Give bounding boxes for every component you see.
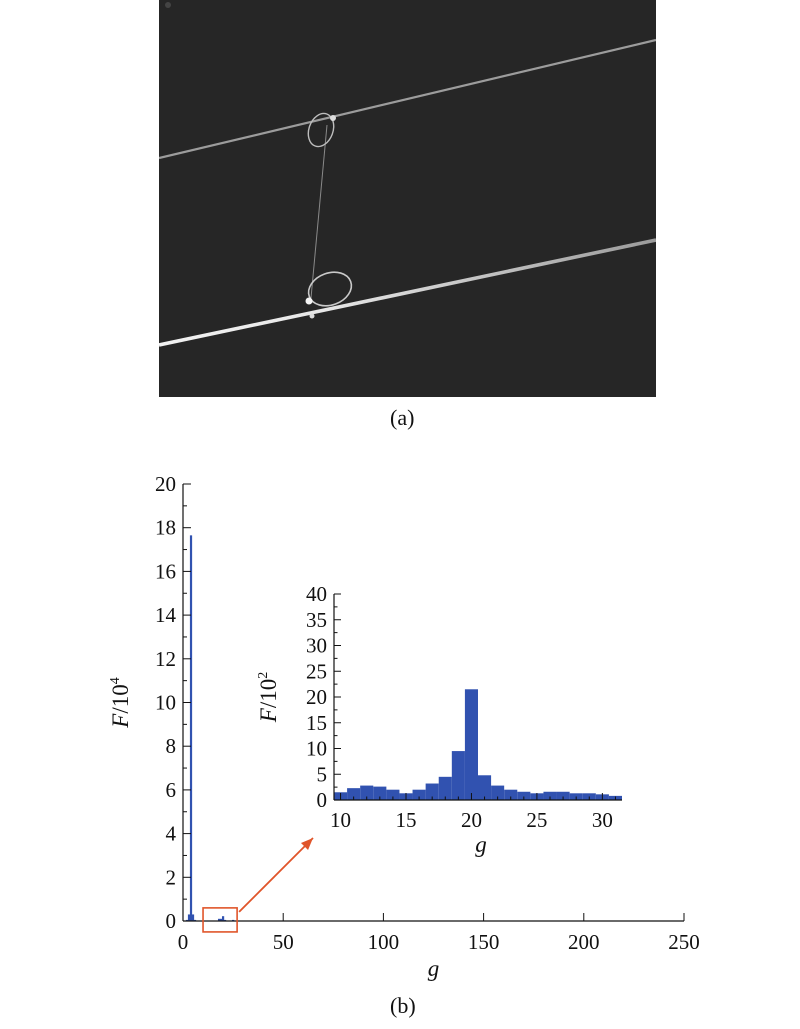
bar <box>438 776 452 800</box>
bar <box>491 785 505 800</box>
bar <box>425 783 439 800</box>
lower-loop <box>307 271 353 307</box>
x-tick-label: 30 <box>592 808 613 832</box>
y-tick-label: 10 <box>155 691 176 715</box>
zoom-arrow-head <box>300 838 313 851</box>
caption-a: (a) <box>390 405 415 430</box>
bar <box>221 916 225 921</box>
bar <box>347 788 361 800</box>
photo-image <box>159 0 656 397</box>
bar <box>189 535 193 921</box>
bar <box>386 789 400 800</box>
x-tick-label: 0 <box>178 930 189 954</box>
bar <box>504 789 518 800</box>
bar <box>217 918 221 921</box>
zoom-box <box>202 907 238 933</box>
y-tick-label: 6 <box>166 778 177 802</box>
y-tick-label: 20 <box>306 685 327 709</box>
y-tick-label: 2 <box>166 865 177 889</box>
bar <box>373 786 387 800</box>
y-tick-label: 8 <box>166 734 177 758</box>
bar <box>543 791 557 800</box>
x-tick-label: 10 <box>330 808 351 832</box>
x-tick-label: 250 <box>668 930 700 954</box>
bar <box>451 751 465 800</box>
x-tick-label: 100 <box>368 930 400 954</box>
x-tick-label: 20 <box>461 808 482 832</box>
x-tick-label: 25 <box>526 808 547 832</box>
y-tick-label: 18 <box>155 516 176 540</box>
bar <box>187 914 191 921</box>
y-tick-label: 20 <box>155 472 176 496</box>
caption-b: (b) <box>390 993 416 1018</box>
bar <box>478 775 492 800</box>
zoom-arrow <box>238 837 314 913</box>
bar <box>517 791 531 800</box>
y-tick-label: 4 <box>166 822 177 846</box>
y-tick-label: 16 <box>155 559 176 583</box>
y-tick-label: 25 <box>306 659 327 683</box>
x-axis-title: g <box>475 832 487 857</box>
y-tick-label: 10 <box>306 737 327 761</box>
y-tick-label: 40 <box>306 582 327 606</box>
lower-cable <box>159 238 656 347</box>
bar <box>556 791 570 800</box>
y-tick-label: 14 <box>155 603 177 627</box>
thread <box>310 124 328 299</box>
x-axis-title: g <box>428 956 440 981</box>
x-tick-label: 200 <box>568 930 600 954</box>
bar <box>219 918 223 921</box>
y-tick-label: 5 <box>317 762 328 786</box>
upper-loop <box>307 112 335 148</box>
y-tick-label: 15 <box>306 711 327 735</box>
bar <box>464 689 478 800</box>
y-tick-label: 12 <box>155 647 176 671</box>
y-axis-title: F/102 <box>256 672 281 723</box>
bar <box>360 785 374 800</box>
x-tick-label: 50 <box>273 930 294 954</box>
photo-background <box>159 0 656 397</box>
y-tick-label: 30 <box>306 634 327 658</box>
x-tick-label: 150 <box>468 930 500 954</box>
y-tick-label: 0 <box>166 909 177 933</box>
bar <box>412 789 426 800</box>
y-axis-title: F/104 <box>108 677 133 728</box>
bar <box>191 914 195 921</box>
x-tick-label: 15 <box>396 808 417 832</box>
upper-cable <box>159 38 656 160</box>
y-tick-label: 35 <box>306 608 327 632</box>
y-tick-label: 0 <box>317 788 328 812</box>
